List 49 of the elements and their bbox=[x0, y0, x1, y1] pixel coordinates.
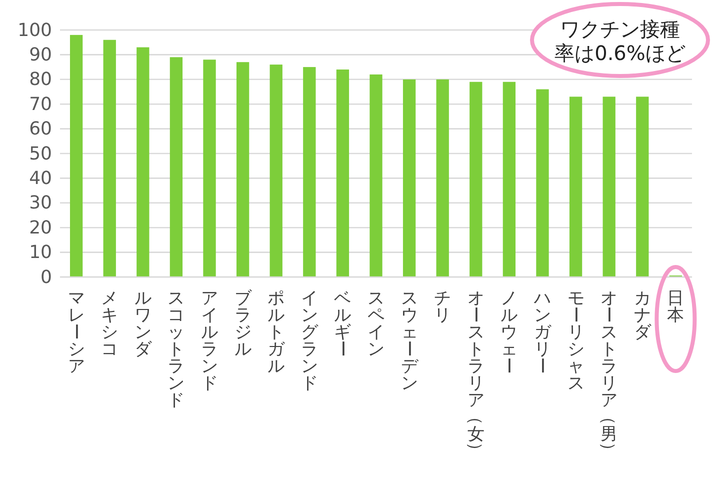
bar bbox=[270, 64, 282, 277]
bar bbox=[70, 34, 83, 277]
bar bbox=[203, 60, 216, 277]
bar bbox=[502, 82, 516, 277]
y-tick-label: 10 bbox=[29, 242, 52, 264]
y-tick-label: 60 bbox=[29, 118, 52, 140]
y-tick-label: 0 bbox=[40, 266, 52, 288]
x-tick-label: ルワンダ bbox=[134, 288, 152, 360]
x-tick-label: イングランド bbox=[300, 288, 319, 394]
y-tick-label: 90 bbox=[29, 44, 52, 66]
bar bbox=[602, 96, 616, 277]
annotation: ワクチン接種率は0.6%ほど bbox=[554, 17, 686, 65]
x-tick-label: モーリシャス bbox=[564, 288, 585, 394]
x-tick-label: メキシコ bbox=[101, 288, 118, 360]
x-tick-label: チリ bbox=[434, 288, 452, 326]
x-tick-label: 日本 bbox=[667, 288, 684, 326]
bar bbox=[569, 96, 582, 277]
category-label: オーストラリア（男） bbox=[598, 288, 618, 459]
bar bbox=[402, 79, 416, 277]
x-tick-label: マレーシア bbox=[65, 288, 86, 377]
y-tick-label: 40 bbox=[29, 168, 52, 189]
x-tick-label: ノルウェー bbox=[498, 288, 518, 374]
x-tick-label: ハンガリー bbox=[532, 288, 552, 374]
x-tick-label: ベルギー bbox=[332, 288, 352, 357]
y-tick-label: 80 bbox=[29, 69, 52, 90]
bar bbox=[303, 67, 316, 277]
category-label: オーストラリア（女） bbox=[464, 288, 485, 459]
bar bbox=[170, 57, 183, 277]
bar bbox=[103, 40, 116, 277]
bar bbox=[236, 62, 250, 277]
y-tick-label: 100 bbox=[18, 20, 52, 41]
bar bbox=[336, 70, 350, 277]
y-tick-label: 30 bbox=[29, 192, 52, 214]
x-tick-label: ポルトガル bbox=[268, 288, 286, 377]
y-tick-label: 70 bbox=[29, 94, 52, 115]
bar bbox=[136, 47, 150, 277]
bar bbox=[470, 82, 482, 277]
y-tick-label: 50 bbox=[29, 143, 52, 164]
x-tick-label: カナダ bbox=[634, 288, 652, 343]
bar bbox=[636, 96, 649, 277]
bar bbox=[536, 89, 549, 277]
x-tick-label: スウェーデン bbox=[398, 288, 419, 394]
bar bbox=[370, 74, 382, 277]
bar bbox=[436, 79, 449, 277]
x-tick-label: ブラジル bbox=[234, 288, 252, 360]
x-tick-label: スコットランド bbox=[168, 288, 185, 411]
x-tick-label: アイルランド bbox=[201, 288, 218, 394]
x-tick-label: スペイン bbox=[368, 288, 384, 360]
y-tick-label: 20 bbox=[29, 217, 52, 238]
